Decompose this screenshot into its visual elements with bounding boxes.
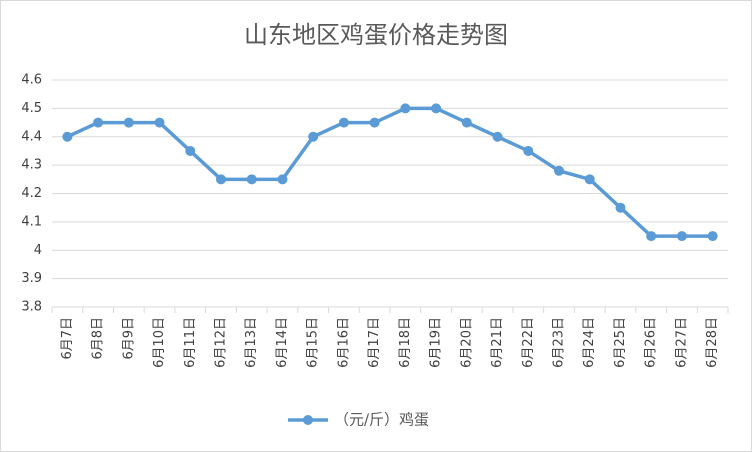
x-tick-label: 6月14日 <box>275 317 290 368</box>
x-tick-label: 6月19日 <box>429 317 444 368</box>
point <box>62 131 73 142</box>
line <box>66 106 713 238</box>
x-tick-label: 6月7日 <box>60 317 75 360</box>
point <box>676 231 687 242</box>
point <box>338 117 349 128</box>
point <box>93 117 104 128</box>
x-tick-label: 6月12日 <box>214 317 229 368</box>
point <box>246 174 257 185</box>
x-tick-label: 6月26日 <box>644 317 659 368</box>
point <box>554 165 564 176</box>
x-tick-label: 6月10日 <box>152 317 167 368</box>
point <box>523 145 534 156</box>
point <box>369 117 380 128</box>
x-tick-label: 6月24日 <box>582 317 597 368</box>
y-tick-label: 4.4 <box>21 129 42 144</box>
x-tick-label: 6月8日 <box>91 317 106 360</box>
point <box>308 131 319 142</box>
point <box>461 117 472 128</box>
y-tick-label: 4.6 <box>21 73 42 88</box>
point <box>277 174 288 185</box>
x-tick-label: 6月11日 <box>183 317 198 368</box>
point <box>707 231 718 242</box>
point <box>646 231 657 242</box>
x-tick-label: 6月28日 <box>705 317 720 368</box>
point <box>431 103 442 114</box>
point <box>123 117 134 128</box>
y-tick-label: 4.5 <box>21 101 42 116</box>
y-tick-label: 4.1 <box>21 214 42 229</box>
y-tick-label: 4.3 <box>21 158 42 173</box>
y-tick-label: 4 <box>34 243 42 258</box>
legend-marker <box>303 415 313 425</box>
point <box>584 174 595 185</box>
point <box>185 145 196 156</box>
x-tick-label: 6月18日 <box>398 317 413 368</box>
point <box>216 174 226 185</box>
x-tick-label: 6月13日 <box>244 317 259 368</box>
y-tick-label: 4.2 <box>21 186 42 201</box>
legend-label: （元/斤）鸡蛋 <box>334 411 429 429</box>
point <box>154 117 165 128</box>
y-tick-label: 3.9 <box>21 271 42 286</box>
x-tick-label: 6月21日 <box>490 317 505 368</box>
y-tick-label: 3.8 <box>21 300 42 315</box>
point <box>615 202 626 213</box>
point <box>400 103 411 114</box>
x-tick-label: 6月9日 <box>121 317 136 360</box>
x-tick-label: 6月27日 <box>674 317 689 368</box>
x-tick-label: 6月20日 <box>459 317 474 368</box>
x-tick-label: 6月23日 <box>552 317 567 368</box>
x-tick-label: 6月22日 <box>521 317 536 368</box>
x-tick-label: 6月15日 <box>306 317 321 368</box>
x-tick-label: 6月17日 <box>367 317 382 368</box>
chart-title: 山东地区鸡蛋价格走势图 <box>244 21 508 49</box>
point <box>492 131 503 142</box>
x-tick-label: 6月16日 <box>336 317 351 368</box>
x-tick-label: 6月25日 <box>613 317 628 368</box>
